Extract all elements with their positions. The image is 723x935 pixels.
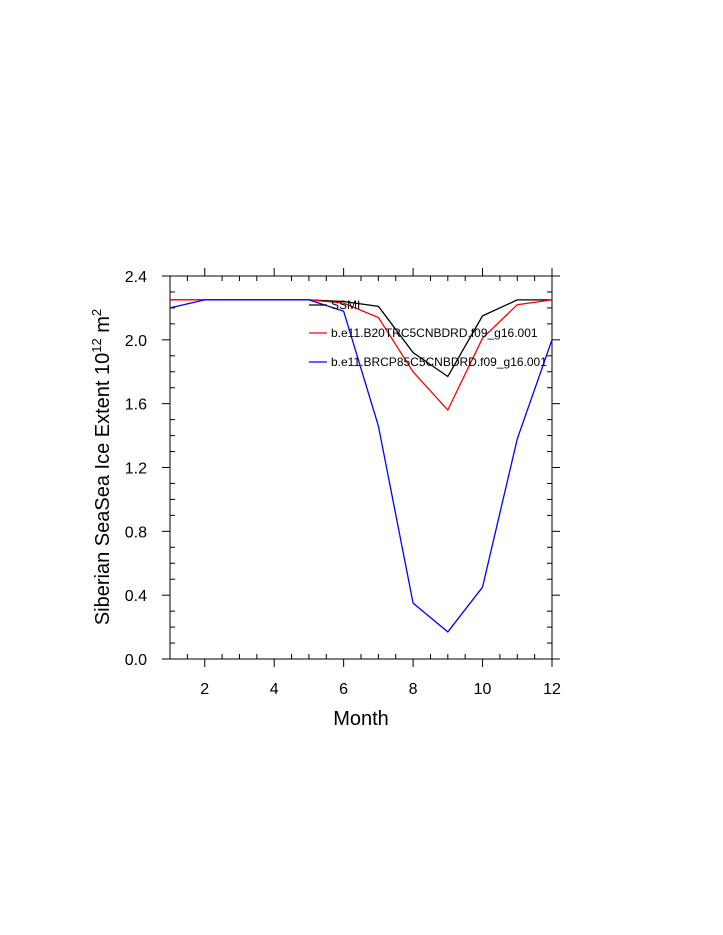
y-axis-label: Siberian SeaSea Ice Extent 1012 m2 (89, 309, 114, 625)
legend-label-1: SSMI (331, 298, 360, 312)
legend-label-3: b.e11.BRCP85C5CNBDRD.f09_g16.001 (331, 355, 547, 369)
y-tick-label: 0.4 (125, 588, 147, 605)
x-tick-label: 12 (543, 681, 561, 698)
y-tick-label: 2.4 (125, 269, 147, 286)
x-tick-labels: 2 4 6 8 10 12 (200, 681, 561, 698)
series-line-3 (169, 299, 553, 633)
x-axis-label: Month (333, 708, 389, 730)
y-tick-label: 0.0 (125, 652, 147, 669)
y-tick-label: 1.2 (125, 461, 147, 478)
y-axis-label-exponent: 12 (89, 338, 104, 352)
x-tick-label: 2 (200, 681, 209, 698)
y-axis-label-unit: m (92, 316, 114, 338)
x-tick-label: 8 (409, 681, 418, 698)
x-tick-label: 6 (339, 681, 348, 698)
y-tick-label: 0.8 (125, 524, 147, 541)
series-lines (169, 299, 553, 633)
y-tick-label: 1.6 (125, 397, 147, 414)
legend-label-2: b.e11.B20TRC5CNBDRD.f09_g16.001 (331, 326, 538, 340)
y-tick-labels: 0.0 0.4 0.8 1.2 1.6 2.0 2.4 (125, 269, 147, 669)
legend: SSMI b.e11.B20TRC5CNBDRD.f09_g16.001 b.e11… (309, 298, 547, 369)
y-axis-label-main: Siberian SeaSea Ice Extent 10 (92, 353, 114, 625)
x-tick-label: 10 (474, 681, 492, 698)
y-axis-label-unit-exponent: 2 (89, 309, 104, 316)
major-ticks (162, 268, 560, 667)
minor-ticks (169, 276, 552, 659)
x-tick-label: 4 (270, 681, 279, 698)
y-tick-label: 2.0 (125, 333, 147, 350)
